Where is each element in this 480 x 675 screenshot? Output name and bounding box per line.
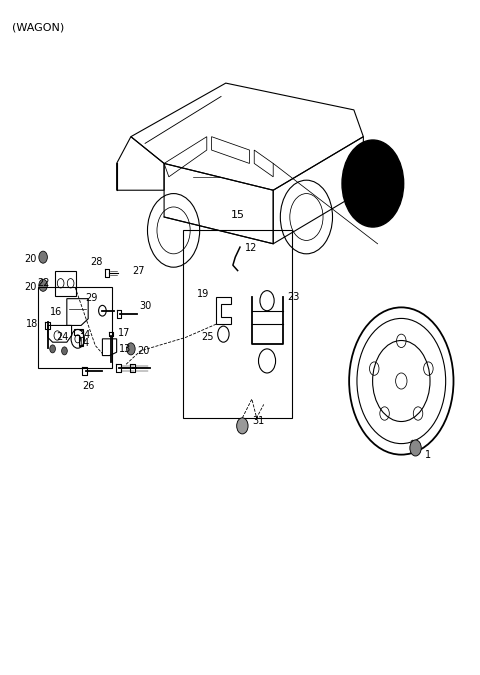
Bar: [38, 288, 112, 368]
Circle shape: [61, 347, 67, 355]
Text: 20: 20: [24, 282, 37, 292]
Text: 19: 19: [197, 289, 209, 299]
Text: 31: 31: [252, 416, 264, 425]
Text: 1: 1: [425, 450, 431, 460]
Text: 12: 12: [245, 244, 257, 254]
Circle shape: [237, 418, 248, 434]
Text: 27: 27: [132, 265, 144, 275]
Text: 34: 34: [79, 331, 91, 340]
Text: 30: 30: [139, 301, 152, 310]
Circle shape: [39, 251, 48, 263]
Text: 23: 23: [288, 292, 300, 302]
Text: 18: 18: [26, 319, 38, 329]
Text: 16: 16: [50, 307, 62, 317]
Text: 17: 17: [118, 328, 131, 338]
Circle shape: [127, 343, 135, 355]
Circle shape: [50, 345, 56, 353]
Text: 28: 28: [90, 256, 102, 267]
Bar: [55, 271, 76, 296]
Text: 26: 26: [82, 381, 95, 391]
Text: 22: 22: [38, 278, 50, 288]
Text: 20: 20: [137, 346, 149, 356]
Text: 15: 15: [230, 211, 245, 220]
Text: 14: 14: [78, 338, 91, 348]
Text: 29: 29: [85, 293, 97, 302]
Text: (WAGON): (WAGON): [12, 23, 64, 33]
Text: 13: 13: [119, 344, 131, 354]
Bar: [183, 230, 292, 418]
Text: 25: 25: [202, 333, 214, 342]
Circle shape: [342, 140, 404, 227]
Circle shape: [410, 440, 421, 456]
Text: 24: 24: [56, 332, 68, 342]
Text: 20: 20: [24, 254, 37, 263]
Circle shape: [39, 279, 48, 292]
